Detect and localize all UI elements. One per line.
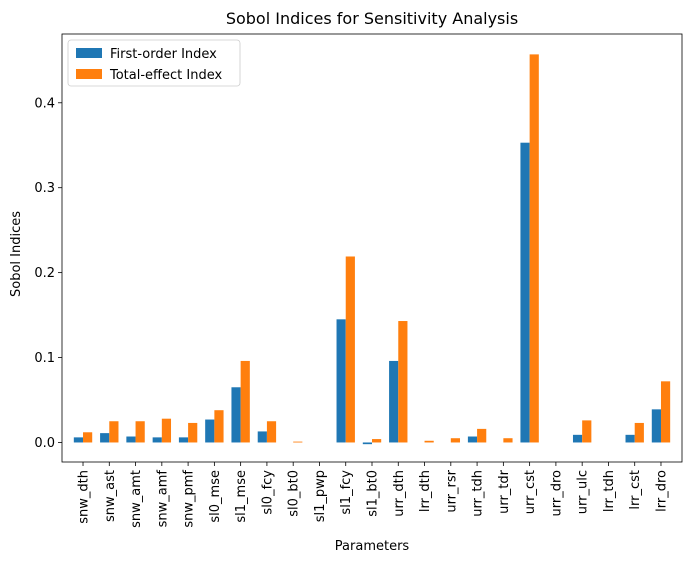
bar-first-order-snw_amf (152, 437, 162, 443)
legend-box (67, 39, 241, 87)
bar-first-order-snw_ast (100, 433, 110, 443)
y-axis: 0.0 0.1 0.2 0.3 0.4 (34, 96, 62, 451)
bar-total-effect-snw_amt (135, 421, 145, 443)
x-tick-label: sl0_fcy (260, 470, 275, 515)
x-tick-label: lrr_dro (654, 470, 669, 512)
bar-total-effect-urr_ulc (582, 420, 592, 443)
bar-first-order-snw_pmf (178, 437, 189, 443)
bar-total-effect-lrr_dth (424, 440, 434, 443)
chart-title: Sobol Indices for Sensitivity Analysis (226, 9, 518, 28)
legend-swatch (76, 48, 102, 58)
legend: First-order Index Total-effect Index (67, 39, 241, 87)
bar-first-order-sl0_mse (205, 419, 215, 443)
x-tick-label: urr_rsr (444, 469, 459, 512)
bar-total-effect-snw_amf (161, 418, 172, 443)
bar-total-effect-sl0_mse (214, 410, 224, 443)
bar-total-effect-urr_cst (529, 54, 539, 443)
bar-total-effect-snw_dth (83, 432, 93, 443)
x-axis: snw_dth snw_ast snw_amt snw_amf snw_pmf sl0_m… (77, 462, 669, 528)
bar-first-order-urr_tdh (467, 436, 478, 443)
x-tick-label: sl1_mse (234, 470, 249, 523)
bar-total-effect-sl0_bt0 (293, 441, 303, 443)
bar-first-order-urr_dth (389, 360, 399, 443)
bar-first-order-snw_dth (73, 437, 84, 443)
x-tick-label: sl1_bt0 (366, 470, 381, 517)
y-tick-label: 0.4 (34, 96, 55, 111)
y-tick-label: 0.2 (34, 266, 55, 281)
x-tick-label: urr_tdr (497, 469, 512, 514)
x-tick-label: lrr_tdh (602, 470, 617, 512)
legend-swatch (76, 69, 102, 79)
bar-total-effect-lrr_cst (634, 422, 644, 443)
x-tick-label: sl1_pwp (313, 470, 328, 522)
x-axis-label: Parameters (335, 539, 410, 554)
x-tick-label: snw_amt (129, 470, 144, 528)
bar-total-effect-urr_dth (398, 321, 408, 443)
bar-total-effect-lrr_dro (660, 381, 671, 443)
x-tick-label: urr_dth (392, 470, 407, 517)
x-tick-label: snw_dth (77, 470, 92, 524)
y-tick-label: 0.0 (34, 436, 55, 451)
x-tick-label: urr_cst (523, 470, 538, 514)
x-tick-label: lrr_dth (418, 470, 433, 512)
x-tick-label: sl1_fcy (339, 470, 354, 515)
bar-total-effect-sl1_fcy (345, 256, 355, 443)
bar-first-order-sl1_mse (231, 387, 241, 443)
bar-total-effect-sl0_fcy (266, 421, 277, 443)
bar-first-order-sl0_fcy (257, 431, 267, 443)
x-tick-label: snw_pmf (182, 470, 197, 528)
plot-area (61, 33, 683, 463)
legend-label: First-order Index (110, 47, 217, 62)
bar-first-order-sl1_bt0 (362, 442, 372, 445)
plot-frame (61, 33, 683, 463)
bar-first-order-sl1_fcy (336, 319, 346, 443)
bar-total-effect-urr_tdr (503, 438, 513, 443)
y-tick-label: 0.3 (34, 181, 55, 196)
x-tick-label: snw_amf (155, 470, 170, 528)
bar-total-effect-sl1_mse (240, 360, 250, 443)
x-tick-label: snw_ast (103, 470, 118, 522)
legend-label: Total-effect Index (109, 68, 222, 83)
x-tick-label: sl0_bt0 (287, 470, 302, 517)
bar-total-effect-snw_ast (109, 421, 119, 443)
bar-total-effect-snw_pmf (188, 422, 198, 443)
x-tick-label: sl0_mse (208, 470, 223, 523)
x-tick-label: urr_dro (549, 470, 564, 517)
bar-total-effect-sl1_bt0 (372, 439, 382, 443)
x-tick-label: lrr_cst (628, 470, 643, 510)
x-tick-label: urr_ulc (576, 470, 591, 514)
y-tick-label: 0.1 (34, 351, 55, 366)
bar-first-order-snw_amt (126, 436, 136, 443)
bar-first-order-urr_cst (520, 142, 530, 443)
bar-first-order-urr_ulc (572, 434, 583, 443)
bar-total-effect-urr_rsr (450, 438, 460, 443)
bar-total-effect-urr_tdh (477, 428, 487, 443)
x-tick-label: urr_tdh (471, 470, 486, 517)
bar-first-order-lrr_cst (625, 434, 635, 443)
y-axis-label: Sobol Indices (9, 211, 24, 297)
bar-first-order-lrr_dro (651, 409, 661, 443)
